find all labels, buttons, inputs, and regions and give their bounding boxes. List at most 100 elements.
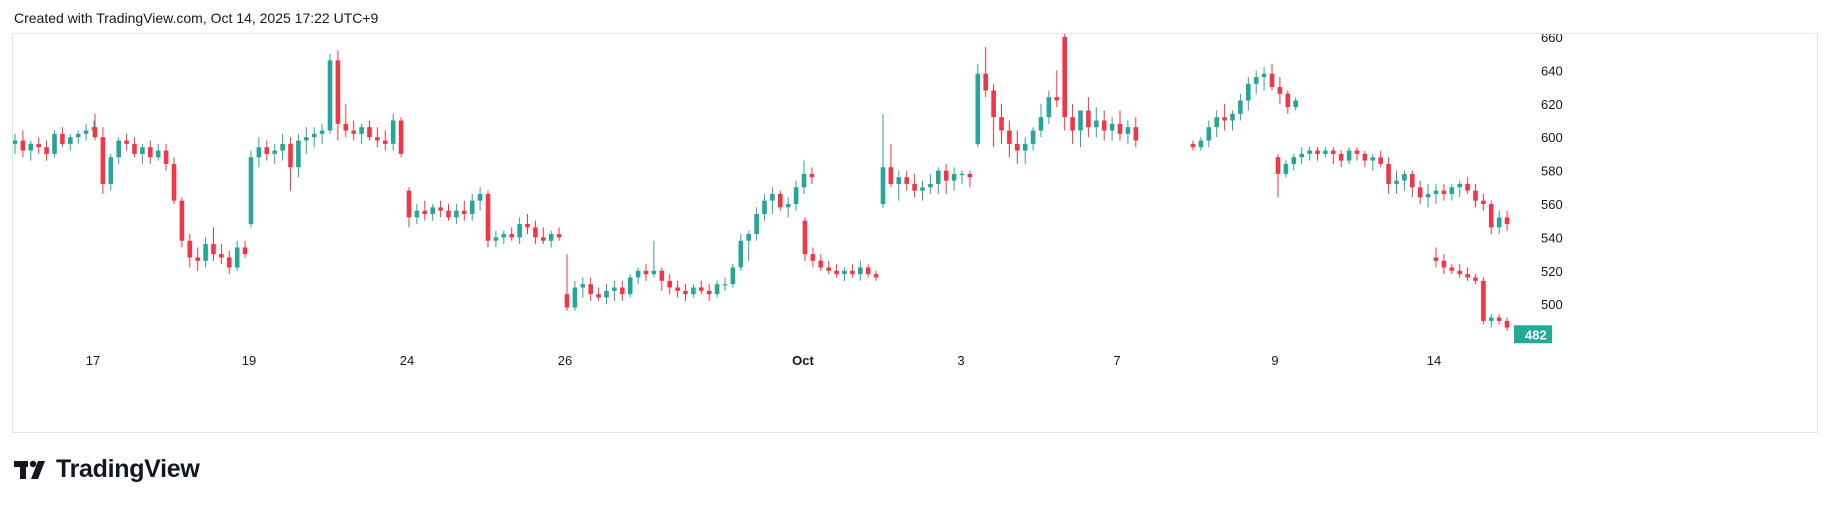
candle-body xyxy=(912,183,917,191)
price-tick-label: 600 xyxy=(1541,130,1563,145)
candle-body xyxy=(706,290,712,295)
candle-body xyxy=(485,193,491,241)
candle-group-26 xyxy=(406,187,562,248)
time-tick-label: 3 xyxy=(957,353,964,368)
candle-body xyxy=(132,143,137,154)
candle-body xyxy=(1222,117,1227,121)
candle-body xyxy=(1293,100,1298,108)
candle-body xyxy=(60,133,65,144)
candle-body xyxy=(1261,73,1267,78)
candle-group-7 xyxy=(880,34,1139,208)
candle-body xyxy=(556,234,562,238)
candle-group-14 xyxy=(1275,147,1510,235)
candle-body xyxy=(1315,150,1320,154)
candle-body xyxy=(256,147,262,158)
candle-body xyxy=(999,117,1004,131)
candle-body xyxy=(1230,113,1235,121)
candle-body xyxy=(1481,280,1486,321)
candle-body xyxy=(430,207,435,215)
candle-body xyxy=(1198,140,1204,148)
candle-body xyxy=(155,150,161,158)
candle-body xyxy=(1269,73,1275,88)
candle-group-17 xyxy=(13,120,97,161)
candle-body xyxy=(1190,143,1196,148)
candle-body xyxy=(1109,123,1115,131)
candle-body xyxy=(304,137,309,141)
candle-body xyxy=(1323,150,1328,154)
candle-body xyxy=(810,254,816,261)
candle-body xyxy=(327,60,333,131)
candle-group-9 xyxy=(1190,63,1298,151)
candle-body xyxy=(1214,117,1219,128)
candle-body xyxy=(406,190,412,218)
candle-body xyxy=(826,267,831,271)
candle-body xyxy=(714,284,720,295)
candle-body xyxy=(1354,150,1360,154)
time-tick-label: 19 xyxy=(242,353,256,368)
candle-body xyxy=(280,143,285,151)
candle-body xyxy=(865,267,871,275)
candle-body xyxy=(398,120,404,154)
chart-header: Created with TradingView.com, Oct 14, 20… xyxy=(14,10,379,26)
candle-body xyxy=(83,130,89,134)
candle-body xyxy=(75,133,81,138)
candle-body xyxy=(801,173,807,188)
candle-body xyxy=(604,290,609,298)
candle-body xyxy=(880,167,886,204)
candle-body xyxy=(873,274,879,278)
candle-body xyxy=(904,177,909,184)
candle-body xyxy=(659,270,665,281)
tradingview-wordmark: TradingView xyxy=(56,455,200,483)
time-axis[interactable]: 17 19 24 26 Oct 3 7 9 14 xyxy=(86,353,1441,368)
candle-body xyxy=(1402,173,1407,181)
candle-body xyxy=(1285,93,1291,108)
candle-body xyxy=(454,210,459,218)
time-tick-label: 26 xyxy=(558,353,572,368)
candle-body xyxy=(834,270,839,275)
candle-body xyxy=(850,270,855,275)
candle-body xyxy=(477,193,483,201)
candle-body xyxy=(1346,150,1352,161)
candle-body xyxy=(1117,123,1123,134)
candle-body xyxy=(36,143,41,148)
candle-body xyxy=(1238,100,1243,114)
candle-body xyxy=(1133,127,1139,141)
candle-body xyxy=(1504,320,1510,328)
price-axis[interactable]: 500 520 540 560 580 600 620 640 660 xyxy=(1541,34,1563,312)
chart-frame[interactable]: 500 520 540 560 580 600 620 640 660 482 17 19 24 26 Oc… xyxy=(12,33,1818,433)
candle-body xyxy=(1206,127,1212,141)
candle-body xyxy=(414,210,420,218)
candle-body xyxy=(627,277,633,295)
candle-body xyxy=(288,143,293,168)
time-tick-label: 17 xyxy=(86,353,100,368)
candle-body xyxy=(438,207,443,211)
candle-body xyxy=(699,287,704,291)
candle-body xyxy=(1291,157,1297,164)
price-tick-label: 640 xyxy=(1541,63,1563,78)
candlestick-chart[interactable]: 500 520 540 560 580 600 620 640 660 482 17 19 24 26 Oc… xyxy=(13,34,1817,432)
price-tick-label: 620 xyxy=(1541,97,1563,112)
candle-body xyxy=(1030,130,1036,144)
candle-body xyxy=(264,147,270,154)
candle-body xyxy=(635,270,641,278)
candle-body xyxy=(335,60,341,124)
candle-body xyxy=(509,234,514,238)
candle-body xyxy=(517,224,522,238)
candle-body xyxy=(770,193,775,201)
candle-body xyxy=(1094,120,1099,128)
candle-body xyxy=(643,270,649,275)
candle-body xyxy=(116,140,121,158)
candle-body xyxy=(446,210,451,218)
candle-body xyxy=(375,137,380,141)
candle-body xyxy=(651,270,657,275)
candle-body xyxy=(1457,270,1462,275)
candle-body xyxy=(983,73,988,91)
candle-body xyxy=(219,254,224,258)
candle-body xyxy=(501,234,507,238)
candle-body xyxy=(580,284,586,288)
last-price-tag-bg xyxy=(1514,325,1552,344)
candle-body xyxy=(124,140,129,144)
candle-body xyxy=(896,177,902,184)
candle-body xyxy=(818,260,824,268)
time-tick-label: 7 xyxy=(1113,353,1120,368)
